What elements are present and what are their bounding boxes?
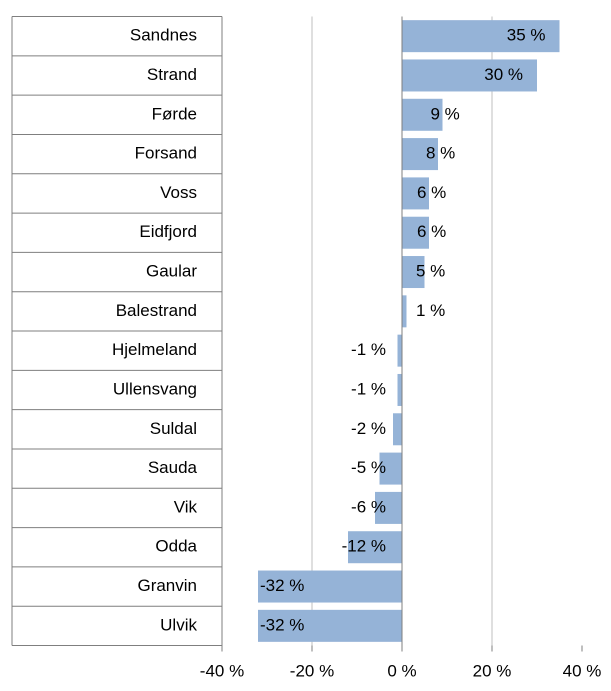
category-label: Voss [160, 183, 197, 202]
category-label: Førde [152, 104, 197, 123]
category-label: Balestrand [116, 301, 197, 320]
value-label: -32 % [260, 615, 304, 634]
category-label: Forsand [135, 144, 197, 163]
value-label: -32 % [260, 576, 304, 595]
bar [402, 295, 407, 328]
category-label: Odda [155, 537, 197, 556]
bar [258, 570, 402, 603]
category-label: Eidfjord [139, 222, 197, 241]
bar [397, 334, 402, 367]
bar [402, 59, 537, 92]
bar [379, 452, 402, 485]
value-label: 5 % [416, 262, 445, 281]
bar [375, 491, 402, 524]
x-tick-label: 0 % [387, 661, 416, 680]
category-label: Suldal [150, 419, 197, 438]
bar [348, 531, 402, 564]
bar [402, 138, 438, 171]
bar [402, 20, 560, 53]
value-label: -5 % [351, 458, 386, 477]
x-tick-label: 40 % [563, 661, 602, 680]
value-label: 35 % [507, 26, 546, 45]
value-label: 8 % [426, 144, 455, 163]
bar [402, 216, 429, 249]
value-label: 6 % [417, 222, 446, 241]
value-label: 9 % [431, 104, 460, 123]
value-label: -1 % [351, 340, 386, 359]
bar [397, 373, 402, 406]
value-label: -6 % [351, 497, 386, 516]
x-tick-label: -40 % [200, 661, 244, 680]
category-label: Sandnes [130, 26, 197, 45]
x-tick-label: -20 % [290, 661, 334, 680]
category-label: Ulvik [160, 615, 197, 634]
category-label: Granvin [137, 576, 197, 595]
value-label: 6 % [417, 183, 446, 202]
x-tick-label: 20 % [473, 661, 512, 680]
category-label: Strand [147, 65, 197, 84]
category-label: Gaular [146, 262, 197, 281]
value-label: 1 % [416, 301, 445, 320]
category-label: Vik [174, 497, 198, 516]
category-label: Hjelmeland [112, 340, 197, 359]
category-label: Sauda [148, 458, 198, 477]
bar [402, 256, 425, 289]
bar [258, 609, 402, 642]
value-label: 30 % [484, 65, 523, 84]
bar [393, 413, 402, 446]
value-label: -1 % [351, 379, 386, 398]
value-label: -12 % [342, 537, 386, 556]
bar [402, 177, 429, 210]
value-label: -2 % [351, 419, 386, 438]
bar [402, 98, 443, 131]
category-label: Ullensvang [113, 379, 197, 398]
